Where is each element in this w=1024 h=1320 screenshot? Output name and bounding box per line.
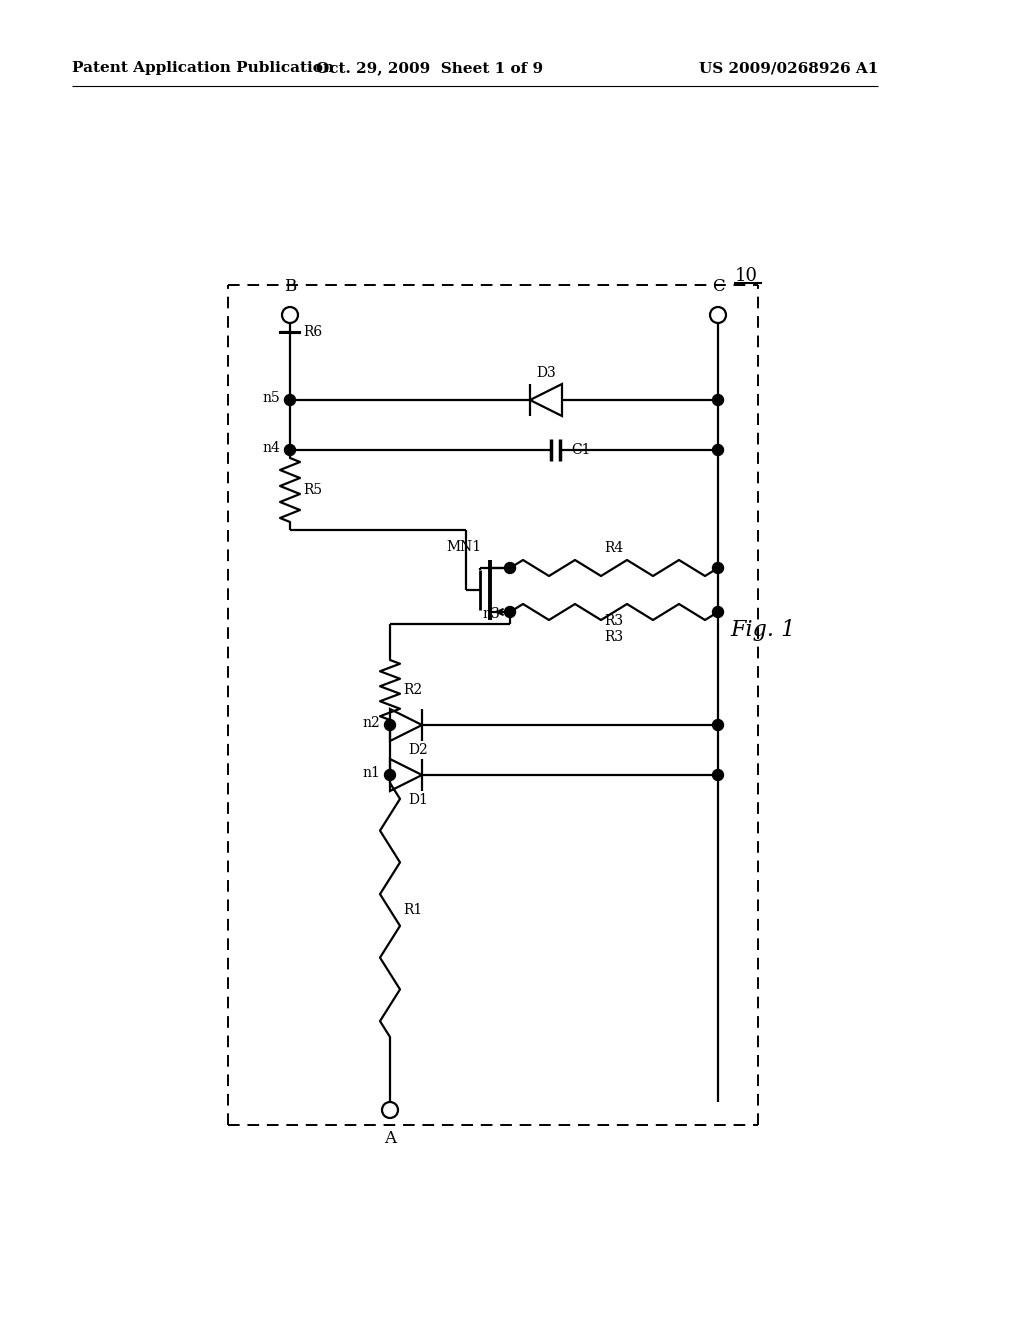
Text: C: C [712, 279, 724, 294]
Circle shape [382, 1102, 398, 1118]
Text: n2: n2 [362, 715, 380, 730]
Text: D1: D1 [408, 793, 428, 807]
Text: R6: R6 [303, 326, 323, 339]
Circle shape [713, 395, 724, 405]
Circle shape [713, 606, 724, 618]
Circle shape [384, 770, 395, 780]
Text: R2: R2 [403, 682, 422, 697]
Text: n1: n1 [362, 766, 380, 780]
Text: B: B [284, 279, 296, 294]
Text: Patent Application Publication: Patent Application Publication [72, 61, 334, 75]
Text: Oct. 29, 2009  Sheet 1 of 9: Oct. 29, 2009 Sheet 1 of 9 [316, 61, 544, 75]
Text: D2: D2 [409, 743, 428, 756]
Text: US 2009/0268926 A1: US 2009/0268926 A1 [698, 61, 878, 75]
Circle shape [710, 308, 726, 323]
Text: R3: R3 [604, 630, 624, 644]
Text: Fig. 1: Fig. 1 [730, 619, 796, 642]
Circle shape [285, 445, 296, 455]
Text: n5: n5 [262, 391, 280, 405]
Circle shape [384, 719, 395, 730]
Text: A: A [384, 1130, 396, 1147]
Text: D3: D3 [537, 366, 556, 380]
Text: MN1: MN1 [446, 540, 481, 554]
Text: R3: R3 [604, 614, 624, 628]
Circle shape [285, 395, 296, 405]
Circle shape [713, 719, 724, 730]
Text: R1: R1 [403, 903, 422, 917]
Text: n3: n3 [482, 607, 500, 620]
Circle shape [505, 562, 515, 573]
Circle shape [282, 308, 298, 323]
Text: R4: R4 [604, 541, 624, 554]
Text: n4: n4 [262, 441, 280, 455]
Text: C1: C1 [571, 444, 591, 457]
Text: R5: R5 [303, 483, 323, 498]
Circle shape [505, 606, 515, 618]
Circle shape [713, 770, 724, 780]
Circle shape [713, 562, 724, 573]
Text: 10: 10 [735, 267, 758, 285]
Circle shape [713, 445, 724, 455]
